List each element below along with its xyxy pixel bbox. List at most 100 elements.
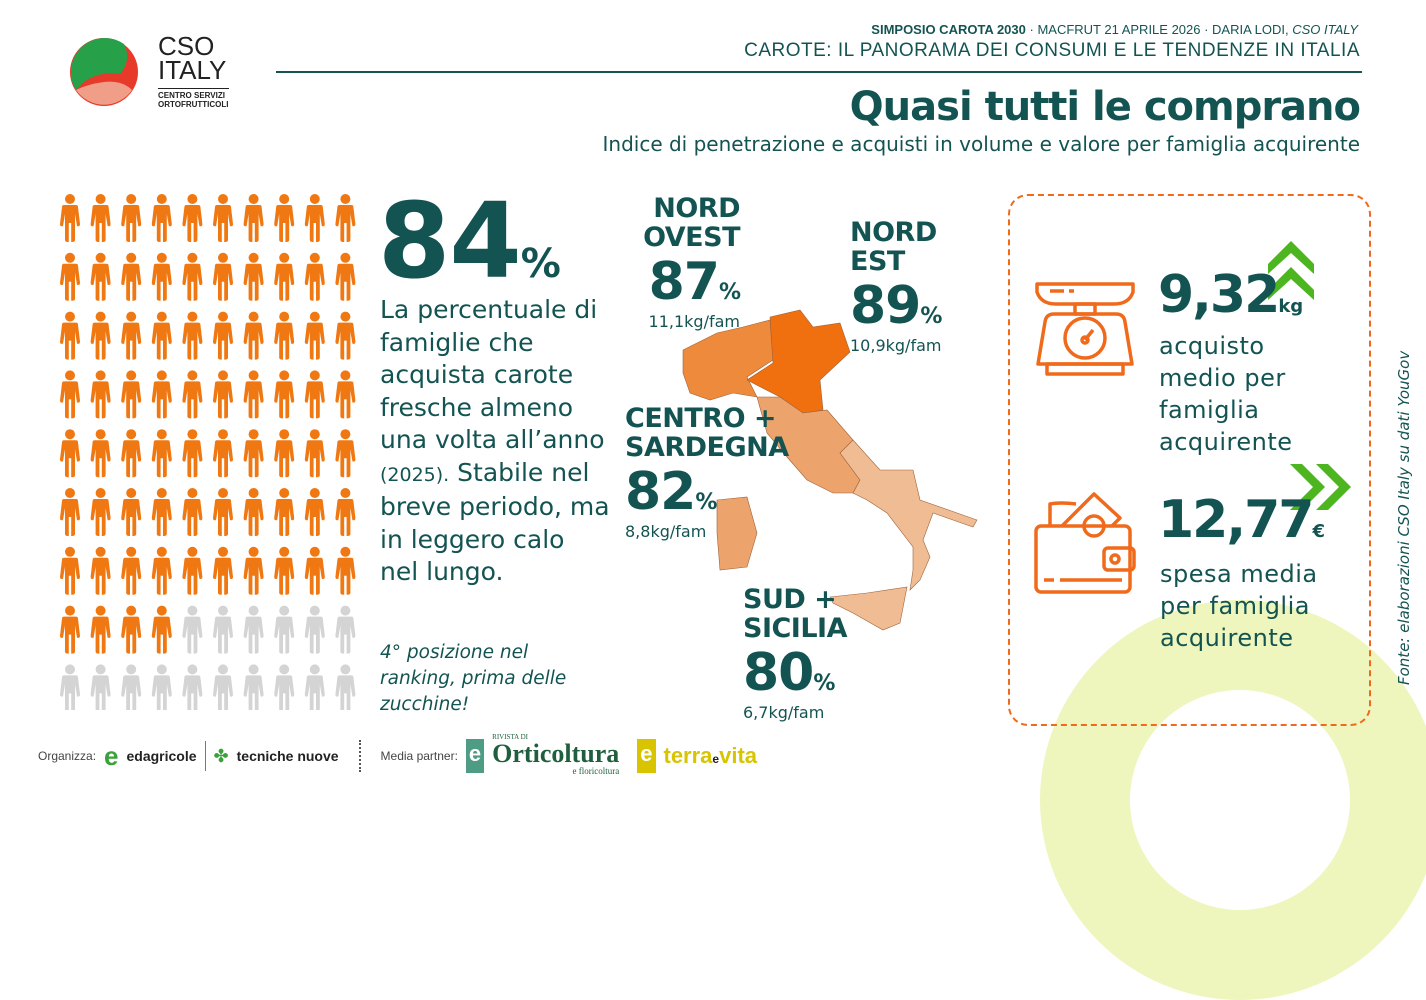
region-label-2: SARDEGNA: [625, 432, 789, 463]
person-icon: [151, 370, 172, 419]
source-note: Fonte: elaborazioni CSO Italy su dati Yo…: [1395, 350, 1413, 685]
region-pct: 87%: [640, 252, 741, 312]
region-nord-est: NORD EST 89% 10,9kg/fam: [850, 218, 942, 355]
person-icon: [151, 605, 172, 654]
header-divider: [276, 71, 1362, 73]
region-pct-unit: %: [813, 671, 835, 696]
person-icon: [60, 194, 80, 242]
header-event-line: SIMPOSIO CAROTA 2030 · MACFRUT 21 APRILE…: [871, 22, 1358, 37]
person-icon: [213, 488, 233, 536]
edagricole-logo: edagricole: [126, 748, 197, 764]
person-icon: [90, 252, 111, 301]
person-icon: [121, 429, 142, 478]
desc-line: acquirente: [1160, 624, 1294, 652]
person-icon: [121, 488, 142, 536]
orticoltura-sub: e floricoltura: [572, 766, 620, 776]
region-label-1: CENTRO +: [625, 403, 777, 434]
event-org: CSO ITALY: [1292, 22, 1358, 37]
person-icon: [213, 194, 233, 242]
media-partner-label: Media partner:: [380, 749, 458, 763]
person-icon: [243, 370, 264, 419]
logo-italy: ITALY: [158, 55, 227, 85]
desc-line: per famiglia: [1160, 592, 1310, 620]
person-icon: [335, 605, 356, 654]
region-pct: 82%: [625, 462, 789, 522]
person-icon: [182, 194, 203, 242]
region-label-2: SICILIA: [743, 613, 848, 644]
ranking-note: 4° posizione nel ranking, prima delle zu…: [380, 642, 567, 715]
person-icon: [182, 252, 203, 301]
organizza-label: Organizza:: [38, 749, 97, 763]
people-pictogram: [58, 190, 363, 714]
person-icon: [90, 664, 111, 713]
tecniche-nuove-logo: tecniche nuove: [236, 748, 339, 764]
region-pct: 89%: [850, 276, 942, 336]
avg-volume-value: 9,32: [1158, 265, 1280, 325]
avg-spend-description: spesa media per famiglia acquirente: [1160, 558, 1318, 654]
person-icon: [213, 311, 233, 360]
person-icon: [274, 546, 295, 595]
person-icon: [243, 194, 264, 242]
region-label: NORD EST: [850, 218, 941, 276]
person-icon: [304, 311, 325, 360]
terra-e-vita-logo-icon: e: [637, 739, 656, 773]
person-icon: [304, 546, 325, 595]
logo-tagline-2: ORTOFRUTTICOLI: [158, 100, 229, 109]
avg-volume-description: acquisto medio per famiglia acquirente: [1159, 330, 1293, 458]
person-icon: [90, 311, 111, 360]
person-icon: [243, 488, 264, 536]
person-icon: [335, 429, 356, 478]
region-label-2: OVEST: [643, 222, 740, 253]
person-icon: [274, 370, 295, 419]
pictogram-grid: [60, 194, 356, 713]
region-kg: 6,7kg/fam: [743, 703, 825, 722]
person-icon: [274, 664, 295, 713]
person-icon: [151, 488, 172, 536]
person-icon: [121, 664, 142, 713]
terra-e-vita-logo: terraevita: [664, 743, 758, 769]
person-icon: [274, 311, 295, 360]
person-icon: [274, 194, 295, 242]
person-icon: [90, 429, 111, 478]
avg-spend-value: 12,77: [1158, 490, 1314, 550]
map-region-nord-est: [746, 309, 851, 414]
wallet-icon: [1034, 492, 1136, 594]
person-icon: [213, 429, 233, 478]
chevron-double-up-icon: [1268, 241, 1314, 300]
person-icon: [60, 311, 80, 360]
person-icon: [304, 605, 325, 654]
tecniche-nuove-logo-icon: ✤: [213, 745, 229, 766]
logo-tagline-1: CENTRO SERVIZI: [158, 91, 225, 100]
cso-logo: CSO ITALY CENTRO SERVIZI ORTOFRUTTICOLI: [62, 30, 242, 110]
person-icon: [121, 370, 142, 419]
person-icon: [335, 664, 356, 713]
person-icon: [182, 370, 203, 419]
penetration-unit: %: [520, 241, 561, 287]
person-icon: [121, 311, 142, 360]
region-pct-value: 80: [743, 643, 814, 703]
footer-sponsors: Organizza: e edagricole ✤ tecniche nuove…: [38, 733, 758, 776]
person-icon: [182, 311, 203, 360]
person-icon: [274, 488, 295, 536]
avg-volume-stat: 9,32kg: [1158, 265, 1303, 325]
edagricole-logo-icon: e: [104, 740, 119, 771]
e-word: e: [712, 752, 720, 766]
person-icon: [60, 488, 80, 536]
header-topic: CAROTE: IL PANORAMA DEI CONSUMI E LE TEN…: [744, 40, 1360, 61]
person-icon: [60, 252, 80, 301]
person-icon: [90, 194, 111, 242]
map-region-nord-ovest: [682, 319, 774, 401]
person-icon: [151, 546, 172, 595]
scale-icon: [1035, 282, 1135, 376]
person-icon: [304, 370, 325, 419]
person-icon: [151, 252, 172, 301]
stats-panel: [1008, 194, 1371, 726]
region-kg: 10,9kg/fam: [850, 336, 942, 355]
desc-line: famiglia: [1159, 396, 1260, 424]
person-icon: [151, 429, 172, 478]
event-details: MACFRUT 21 APRILE 2026 · DARIA LODI,: [1037, 22, 1289, 37]
region-label-1: NORD: [653, 193, 740, 224]
person-icon: [121, 194, 142, 242]
person-icon: [304, 252, 325, 301]
person-icon: [243, 546, 264, 595]
